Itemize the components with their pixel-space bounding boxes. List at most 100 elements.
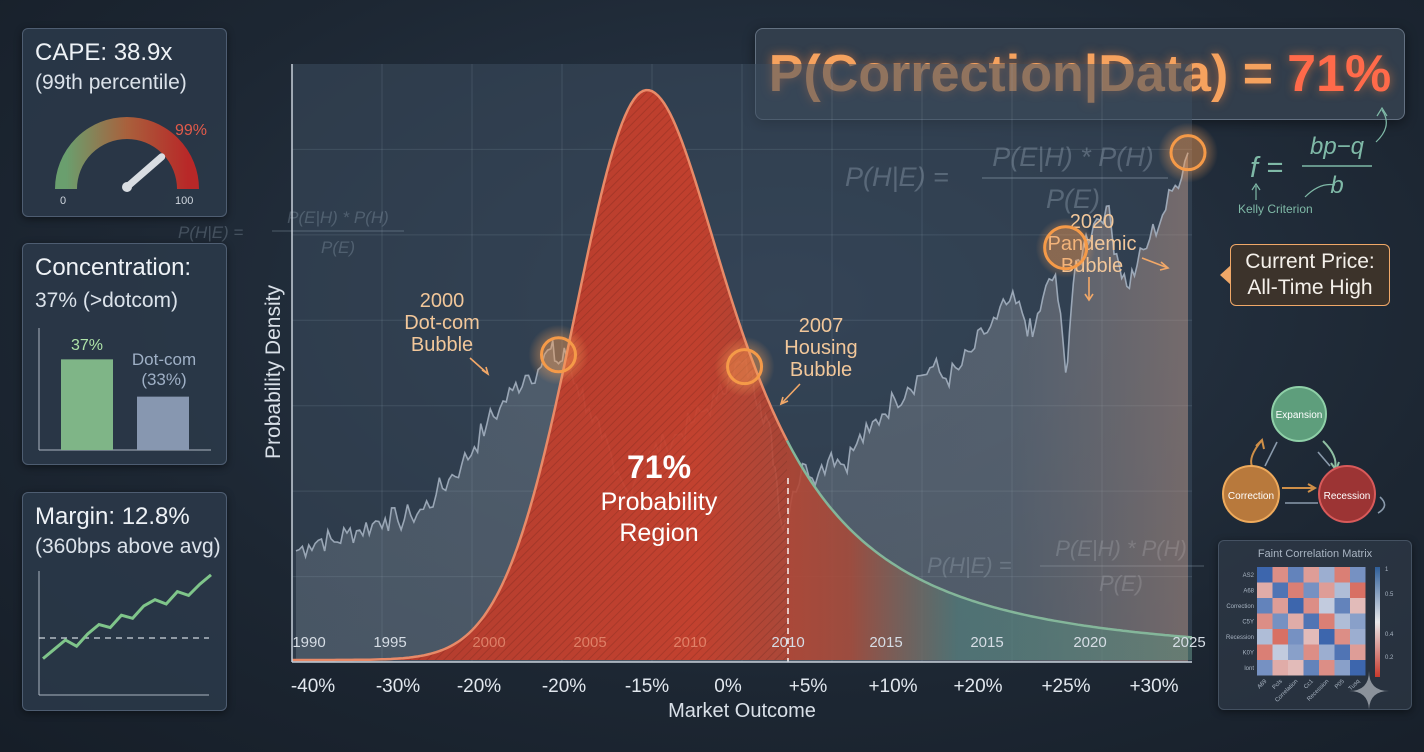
bar-current-label: 37% xyxy=(71,337,103,354)
matrix-cell xyxy=(1272,629,1288,645)
matrix-cell xyxy=(1257,567,1273,583)
matrix-cell xyxy=(1303,598,1319,614)
outcome-tick-label: +5% xyxy=(789,676,828,697)
x-axis-label: Market Outcome xyxy=(668,700,816,722)
svg-text:P(E): P(E) xyxy=(1046,184,1100,214)
year-tick-label: 2010 xyxy=(673,634,706,651)
year-tick-label: 2025 xyxy=(1172,634,1205,651)
matrix-cell xyxy=(1303,660,1319,676)
svg-text:b: b xyxy=(1330,172,1343,199)
sparkle-icon xyxy=(1349,671,1389,709)
year-tick-label: 2005 xyxy=(573,634,606,651)
bubble-annotations: 2000 Dot-com Bubble 2007 Housing Bubble … xyxy=(404,122,1218,406)
matrix-cell xyxy=(1288,629,1304,645)
matrix-cell xyxy=(1334,582,1350,598)
bayes-formula-left: P(H|E) = P(E|H) * P(H) P(E) xyxy=(178,208,404,257)
outcome-tick-label: -20% xyxy=(457,676,501,697)
year-tick-label: 2015 xyxy=(869,634,902,651)
current-price-line2: All-Time High xyxy=(1247,276,1373,299)
matrix-cell xyxy=(1350,598,1366,614)
matrix-cell xyxy=(1334,660,1350,676)
matrix-cell xyxy=(1319,644,1335,660)
matrix-row-label: K0Y xyxy=(1243,651,1254,657)
margin-chart xyxy=(38,571,212,696)
current-price-line1: Current Price: xyxy=(1245,250,1375,273)
svg-text:0.4: 0.4 xyxy=(1385,632,1394,638)
matrix-cell xyxy=(1303,644,1319,660)
svg-text:0.2: 0.2 xyxy=(1385,655,1394,661)
bubble-marker xyxy=(1169,134,1207,172)
margin-series-line xyxy=(42,573,212,660)
matrix-cell xyxy=(1319,629,1335,645)
density-curve-right xyxy=(785,439,1192,639)
matrix-cell xyxy=(1319,613,1335,629)
probability-line1: Probability xyxy=(601,488,718,516)
matrix-col-label: Cc1 xyxy=(1303,678,1315,690)
matrix-cell xyxy=(1350,567,1366,583)
gauge-max: 100 xyxy=(175,195,193,207)
density-hatch xyxy=(292,90,787,661)
svg-text:Correction: Correction xyxy=(1228,491,1274,502)
svg-text:P(E|H) * P(H): P(E|H) * P(H) xyxy=(992,142,1154,172)
bar-dotcom xyxy=(137,396,189,450)
matrix-cell xyxy=(1288,660,1304,676)
cape-panel: CAPE: 38.9x (99th percentile) 99% 0 100 xyxy=(22,28,227,217)
housing-label-line2: Housing xyxy=(784,337,857,359)
state-diagram: Expansion Correction Recession xyxy=(1222,386,1386,523)
matrix-cell xyxy=(1319,660,1335,676)
year-tick-label: 2010 xyxy=(771,634,804,651)
matrix-row-label: lont xyxy=(1244,666,1254,672)
concentration-bars: 37% Dot-com (33%) xyxy=(38,328,211,451)
svg-text:P(H|E) =: P(H|E) = xyxy=(845,162,949,192)
matrix-row-label: A68 xyxy=(1243,589,1254,595)
matrix-cell xyxy=(1272,660,1288,676)
gauge-needle xyxy=(123,153,166,191)
matrix-cell xyxy=(1257,644,1273,660)
matrix-cell xyxy=(1272,582,1288,598)
matrix-title: Faint Correlation Matrix xyxy=(1258,548,1373,560)
correlation-matrix: Faint Correlation Matrix AS2 A68 Correctio… xyxy=(1226,548,1394,709)
cape-subtitle: (99th percentile) xyxy=(35,71,187,94)
year-tick-label: 1990 xyxy=(292,634,325,651)
outcome-tick-label: +30% xyxy=(1129,676,1178,697)
matrix-cell xyxy=(1334,613,1350,629)
outcome-tick-label: +20% xyxy=(953,676,1002,697)
matrix-cell xyxy=(1303,567,1319,583)
density-curve-left xyxy=(292,88,789,662)
matrix-cell xyxy=(1350,660,1366,676)
svg-text:f =: f = xyxy=(1250,152,1283,184)
outcome-tick-label: -20% xyxy=(542,676,586,697)
bubble-glow xyxy=(1158,122,1218,183)
bubble-glow xyxy=(528,324,589,385)
outcome-tick-label: +25% xyxy=(1041,676,1090,697)
matrix-cell xyxy=(1334,629,1350,645)
probability-region-label: 71% Probability Region xyxy=(601,449,718,547)
cape-title: CAPE: 38.9x xyxy=(35,39,173,66)
margin-panel: Margin: 12.8% (360bps above avg) xyxy=(22,492,227,711)
current-price-callout: Current Price: All-Time High xyxy=(1220,244,1390,306)
outcome-tick-label: -15% xyxy=(625,676,669,697)
matrix-cell xyxy=(1272,644,1288,660)
matrix-cell xyxy=(1257,660,1273,676)
matrix-cell xyxy=(1257,613,1273,629)
year-tick-label: 1995 xyxy=(373,634,406,651)
year-tick-label: 2020 xyxy=(1073,634,1106,651)
gauge-value-label: 99% xyxy=(175,122,207,139)
outcome-tick-label: -40% xyxy=(291,676,335,697)
kelly-formula: f = bp−q b Kelly Criterion xyxy=(1238,106,1388,216)
cape-gauge: 99% 0 100 xyxy=(55,117,207,207)
node-recession xyxy=(1318,465,1376,523)
matrix-row-label: Recession xyxy=(1226,635,1254,641)
matrix-cell xyxy=(1257,598,1273,614)
matrix-cell xyxy=(1288,598,1304,614)
concentration-title: Concentration: xyxy=(35,254,192,281)
margin-subtitle: (360bps above avg) xyxy=(35,535,221,558)
bubble-marker xyxy=(1043,225,1089,271)
matrix-cell xyxy=(1288,644,1304,660)
year-tick-label: 2015 xyxy=(970,634,1003,651)
matrix-cell xyxy=(1334,567,1350,583)
bubble-glow xyxy=(714,336,775,397)
bubble-marker xyxy=(540,336,578,374)
matrix-row-label: AS2 xyxy=(1243,573,1255,579)
svg-text:Recession: Recession xyxy=(1324,491,1371,502)
